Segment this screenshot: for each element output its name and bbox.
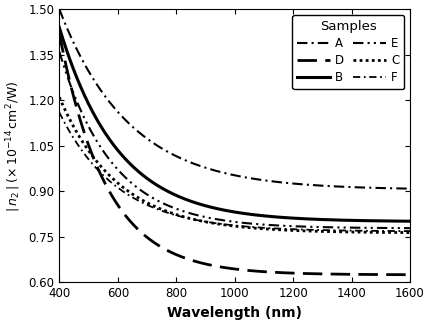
F <box>291 227 296 231</box>
B <box>147 178 152 182</box>
A <box>57 7 62 11</box>
C <box>147 202 152 206</box>
E <box>215 217 221 221</box>
F <box>147 204 152 208</box>
C <box>57 95 62 99</box>
A <box>119 114 124 118</box>
F <box>263 226 269 230</box>
Line: C: C <box>59 97 410 233</box>
E <box>263 223 269 227</box>
C <box>291 228 296 232</box>
A <box>321 184 326 188</box>
D <box>215 265 221 269</box>
A <box>408 187 413 191</box>
E <box>119 171 124 175</box>
B <box>321 218 326 222</box>
C <box>119 184 124 188</box>
C <box>215 222 221 226</box>
Line: B: B <box>59 28 410 221</box>
B <box>215 207 221 211</box>
D <box>263 270 269 274</box>
Line: D: D <box>59 33 410 275</box>
Legend: A, D, B, E, C, F: A, D, B, E, C, F <box>292 15 404 89</box>
E <box>57 50 62 53</box>
D <box>408 273 413 277</box>
D <box>291 271 296 275</box>
E <box>291 224 296 228</box>
E <box>408 226 413 230</box>
Line: A: A <box>59 9 410 189</box>
X-axis label: Wavelength (nm): Wavelength (nm) <box>167 306 302 320</box>
C <box>321 229 326 233</box>
B <box>408 219 413 223</box>
B <box>263 214 269 218</box>
A <box>215 169 221 173</box>
F <box>215 222 221 226</box>
D <box>321 272 326 276</box>
A <box>291 182 296 186</box>
E <box>321 225 326 229</box>
C <box>408 231 413 235</box>
A <box>147 138 152 142</box>
Line: E: E <box>59 52 410 228</box>
D <box>119 208 124 212</box>
B <box>291 216 296 220</box>
C <box>263 227 269 231</box>
B <box>57 26 62 29</box>
F <box>57 110 62 114</box>
D <box>147 237 152 241</box>
D <box>57 31 62 35</box>
F <box>408 229 413 233</box>
F <box>321 228 326 232</box>
F <box>119 188 124 192</box>
Y-axis label: $| \, n_2 \, | \; (\times \, 10^{-14} \, \mathrm{cm^2/W})$: $| \, n_2 \, | \; (\times \, 10^{-14} \,… <box>4 80 23 212</box>
B <box>119 153 124 156</box>
E <box>147 194 152 198</box>
Line: F: F <box>59 112 410 231</box>
A <box>263 179 269 182</box>
